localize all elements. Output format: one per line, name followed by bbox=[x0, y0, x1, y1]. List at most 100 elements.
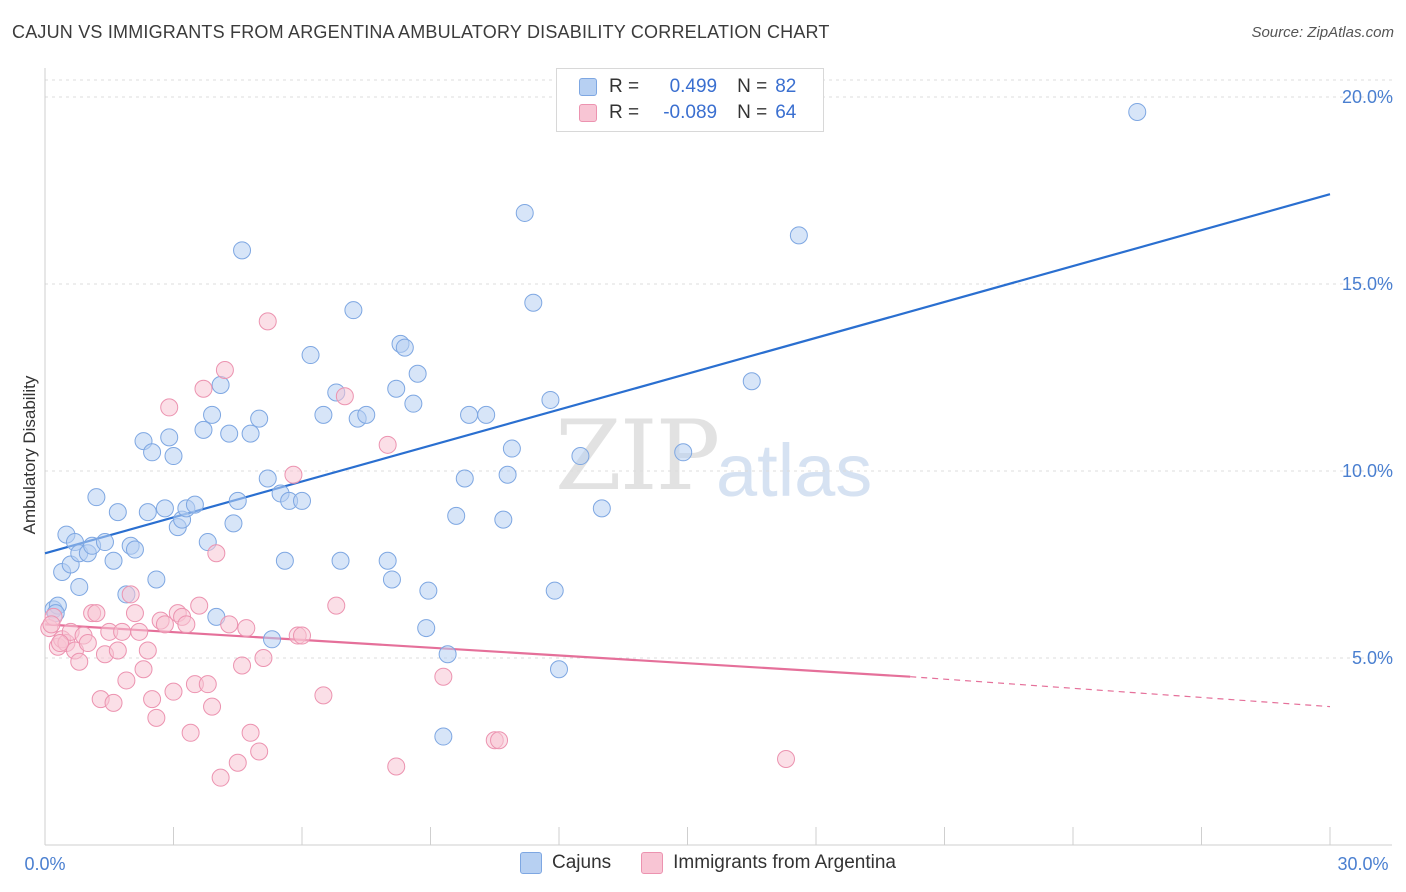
point-argentina bbox=[258, 312, 277, 331]
point-cajuns bbox=[674, 443, 693, 462]
x-tick-label: 30.0% bbox=[1337, 854, 1388, 874]
point-cajuns bbox=[301, 346, 320, 365]
point-argentina bbox=[211, 768, 230, 787]
point-cajuns bbox=[550, 660, 568, 679]
point-cajuns bbox=[125, 540, 144, 559]
point-argentina bbox=[143, 690, 162, 709]
point-cajuns bbox=[95, 533, 114, 552]
chart-title: CAJUN VS IMMIGRANTS FROM ARGENTINA AMBUL… bbox=[12, 22, 830, 42]
point-cajuns bbox=[395, 338, 414, 357]
point-argentina bbox=[490, 731, 509, 750]
point-cajuns bbox=[541, 390, 560, 409]
legend-n-label: N = bbox=[737, 76, 768, 97]
trend-line-argentina-extension bbox=[910, 676, 1331, 708]
bottom-legend-cajuns: Cajuns bbox=[520, 852, 611, 874]
y-tick-label: 15.0% bbox=[1342, 274, 1393, 294]
point-cajuns bbox=[524, 293, 543, 312]
bottom-legend-swatch-pink bbox=[641, 852, 664, 874]
legend-swatch-blue bbox=[579, 78, 597, 96]
legend-n-value-argentina: 64 bbox=[775, 102, 797, 123]
point-argentina bbox=[181, 723, 200, 742]
legend-r-value-argentina: -0.089 bbox=[663, 102, 718, 123]
point-cajuns bbox=[164, 447, 183, 466]
point-argentina bbox=[160, 398, 179, 417]
point-argentina bbox=[125, 604, 144, 623]
point-argentina bbox=[134, 660, 153, 679]
point-argentina bbox=[237, 619, 256, 638]
point-cajuns bbox=[314, 405, 333, 424]
point-cajuns bbox=[477, 405, 496, 424]
point-cajuns bbox=[228, 491, 247, 510]
point-argentina bbox=[198, 675, 217, 694]
point-argentina bbox=[327, 596, 346, 615]
point-argentina bbox=[50, 634, 69, 653]
series-argentina bbox=[40, 312, 796, 787]
point-cajuns bbox=[447, 506, 466, 525]
point-cajuns bbox=[494, 510, 513, 529]
point-cajuns bbox=[250, 409, 269, 428]
legend: R = 0.499 N = 82 R = -0.089 N = 64 bbox=[556, 68, 824, 132]
axes bbox=[44, 68, 1392, 846]
point-cajuns bbox=[155, 499, 174, 518]
point-cajuns bbox=[417, 619, 436, 638]
point-argentina bbox=[130, 622, 149, 641]
point-argentina bbox=[314, 686, 333, 705]
point-cajuns bbox=[498, 465, 517, 484]
point-cajuns bbox=[434, 727, 453, 746]
point-argentina bbox=[104, 693, 123, 712]
point-cajuns bbox=[293, 491, 311, 510]
point-argentina bbox=[42, 615, 61, 634]
point-argentina bbox=[220, 615, 239, 634]
point-argentina bbox=[293, 626, 311, 645]
point-argentina bbox=[228, 753, 247, 772]
point-cajuns bbox=[502, 439, 521, 458]
point-cajuns bbox=[160, 428, 179, 447]
point-cajuns bbox=[460, 405, 479, 424]
point-argentina bbox=[113, 622, 132, 641]
point-cajuns bbox=[378, 551, 397, 570]
point-cajuns bbox=[185, 495, 204, 514]
point-cajuns bbox=[455, 469, 474, 488]
point-argentina bbox=[233, 656, 252, 675]
point-argentina bbox=[777, 749, 796, 768]
point-argentina bbox=[190, 596, 209, 615]
point-cajuns bbox=[1128, 102, 1147, 121]
point-argentina bbox=[87, 604, 106, 623]
bottom-legend-argentina: Immigrants from Argentina bbox=[641, 852, 896, 874]
point-cajuns bbox=[275, 551, 294, 570]
point-cajuns bbox=[108, 503, 127, 522]
point-argentina bbox=[78, 634, 97, 653]
legend-row-argentina: R = -0.089 N = 64 bbox=[579, 101, 796, 125]
legend-row-cajuns: R = 0.499 N = 82 bbox=[579, 75, 796, 99]
series-cajuns bbox=[44, 102, 1147, 746]
y-tick-label: 10.0% bbox=[1342, 461, 1393, 481]
point-cajuns bbox=[357, 405, 376, 424]
point-cajuns bbox=[224, 514, 243, 533]
grid-lines bbox=[45, 79, 1392, 659]
point-argentina bbox=[108, 641, 127, 660]
point-cajuns bbox=[404, 394, 423, 413]
point-cajuns bbox=[438, 645, 457, 664]
point-cajuns bbox=[571, 447, 590, 466]
point-cajuns bbox=[789, 226, 808, 245]
legend-swatch-pink bbox=[579, 104, 597, 122]
point-argentina bbox=[117, 671, 136, 690]
point-argentina bbox=[164, 682, 183, 701]
point-argentina bbox=[70, 652, 89, 671]
point-argentina bbox=[378, 435, 397, 454]
point-cajuns bbox=[545, 581, 564, 600]
point-argentina bbox=[194, 379, 213, 398]
y-axis-label: Ambulatory Disability bbox=[20, 375, 39, 534]
point-cajuns bbox=[104, 551, 123, 570]
point-cajuns bbox=[147, 570, 166, 589]
point-argentina bbox=[284, 465, 303, 484]
trend-lines bbox=[44, 193, 1331, 708]
point-argentina bbox=[387, 757, 406, 776]
x-tick-label: 0.0% bbox=[24, 854, 65, 874]
bottom-legend-swatch-blue bbox=[520, 852, 542, 874]
legend-r-label: R = bbox=[609, 76, 640, 97]
tick-labels: 5.0% 10.0% 15.0% 20.0% 0.0% 30.0% bbox=[24, 87, 1393, 874]
point-argentina bbox=[138, 641, 157, 660]
trend-line-cajuns bbox=[44, 193, 1331, 555]
